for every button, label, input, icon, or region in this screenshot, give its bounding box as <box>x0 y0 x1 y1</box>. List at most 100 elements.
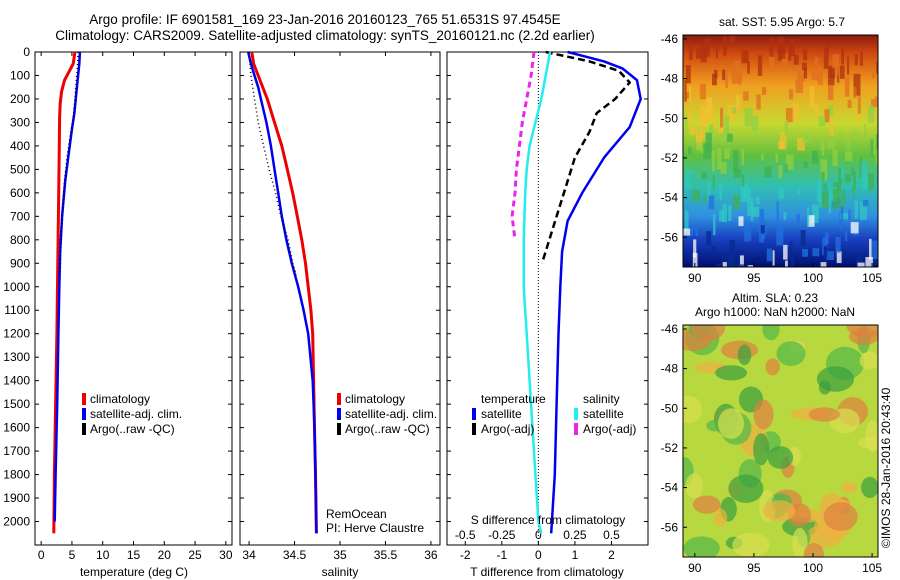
sst-pixel <box>763 87 767 95</box>
sst-pixel <box>857 262 865 267</box>
sst-pixel <box>871 71 875 79</box>
sla-blob <box>803 543 824 557</box>
sla-blob <box>792 527 808 557</box>
y-tick-label: 800 <box>10 233 30 247</box>
map-y-tick-label: -56 <box>661 520 679 534</box>
sst-pixel <box>741 173 745 187</box>
sst-pixel <box>719 184 722 201</box>
sst-pixel <box>707 182 711 202</box>
sla-blob <box>683 395 703 424</box>
sst-pixel <box>711 150 715 171</box>
sst-pixel <box>841 48 844 65</box>
sst-pixel <box>826 251 834 260</box>
sst-pixel <box>706 231 712 246</box>
sst-pixel <box>829 115 834 136</box>
map-x-tick-label: 100 <box>803 271 823 285</box>
x-tick-label: 0 <box>535 548 542 562</box>
sst-pixel <box>772 250 775 266</box>
y-tick-label: 500 <box>10 162 30 176</box>
sst-pixel <box>729 240 736 253</box>
sst-pixel <box>853 86 857 99</box>
map-x-tick-label: 105 <box>862 561 882 575</box>
sst-pixel <box>818 116 826 127</box>
sst-pixel <box>811 204 819 223</box>
sst-pixel <box>703 143 712 160</box>
sst-pixel <box>689 42 693 61</box>
x-tick-label: -1 <box>496 548 507 562</box>
sst-pixel <box>789 89 794 100</box>
sla-blob <box>808 407 840 422</box>
y-tick-label: 1800 <box>3 468 30 482</box>
sst-pixel <box>776 225 784 246</box>
x-tick-label: 10 <box>96 548 110 562</box>
sst-pixel <box>797 137 806 151</box>
series-line-argo-adj- <box>510 51 536 240</box>
sst-pixel <box>853 73 861 96</box>
sst-pixel <box>695 48 701 59</box>
sst-pixel <box>736 264 744 267</box>
sst-pixel <box>759 209 764 230</box>
y-tick-label: 1500 <box>3 397 30 411</box>
sst-pixel <box>854 54 858 66</box>
sst-pixel <box>793 54 799 65</box>
sst-pixel <box>735 95 741 113</box>
x-tick-label-secondary: 0 <box>535 528 542 542</box>
sla-blob <box>823 502 858 531</box>
sst-pixel <box>839 212 842 230</box>
map-x-tick-label: 90 <box>688 561 702 575</box>
legend-swatch-satellite <box>337 408 341 420</box>
x-tick-label: 15 <box>127 548 141 562</box>
sst-pixel <box>699 115 706 127</box>
sla-blob <box>776 341 806 366</box>
sst-pixel <box>862 199 869 207</box>
temperature-xlabel: temperature (deg C) <box>80 565 188 579</box>
sla-map-title-line2: Argo h1000: NaN h2000: NaN <box>695 305 855 319</box>
sst-pixel <box>764 166 772 178</box>
x-tick-label: 34.5 <box>283 548 307 562</box>
sst-pixel <box>784 164 788 173</box>
x-tick-label: 25 <box>188 548 202 562</box>
sst-pixel <box>868 173 875 191</box>
map-y-tick-label: -56 <box>661 230 679 244</box>
sst-pixel <box>835 237 841 253</box>
sst-pixel <box>713 214 716 236</box>
sst-pixel <box>860 51 863 66</box>
sst-pixel <box>820 262 827 267</box>
sst-pixel <box>811 70 815 80</box>
x-tick-label-secondary: 0.25 <box>563 528 587 542</box>
sst-pixel <box>689 125 696 135</box>
sst-pixel <box>855 254 863 267</box>
sst-pixel <box>789 241 793 255</box>
sst-pixel <box>796 213 800 223</box>
sst-pixel <box>827 140 835 149</box>
sst-pixel <box>846 139 851 150</box>
sla-blob <box>690 325 726 341</box>
sst-pixel <box>721 251 727 264</box>
y-tick-label: 600 <box>10 186 30 200</box>
sla-blob <box>858 436 878 450</box>
sst-pixel <box>712 175 715 190</box>
sla-blob <box>767 446 794 469</box>
y-tick-label: 1100 <box>4 303 30 317</box>
sst-pixel <box>802 62 807 71</box>
sst-pixel <box>778 188 785 199</box>
sst-pixel <box>874 96 878 107</box>
map-y-tick-label: -52 <box>661 151 679 165</box>
sst-pixel <box>803 161 808 168</box>
sst-pixel <box>803 49 808 61</box>
sst-pixel <box>692 189 701 202</box>
sst-pixel <box>744 108 753 127</box>
sst-pixel <box>790 251 794 267</box>
sst-pixel <box>687 110 691 123</box>
map-y-tick-label: -48 <box>661 72 679 86</box>
sst-pixel <box>747 61 750 74</box>
sla-blob <box>685 473 704 499</box>
map-y-tick-label: -50 <box>661 111 679 125</box>
sst-pixel <box>840 213 849 220</box>
sst-pixel <box>797 188 800 195</box>
sst-pixel <box>807 207 810 227</box>
sst-pixel <box>876 42 878 51</box>
x-tick-label: -2 <box>460 548 471 562</box>
sst-pixel <box>722 262 727 267</box>
y-tick-label: 1300 <box>3 350 30 364</box>
